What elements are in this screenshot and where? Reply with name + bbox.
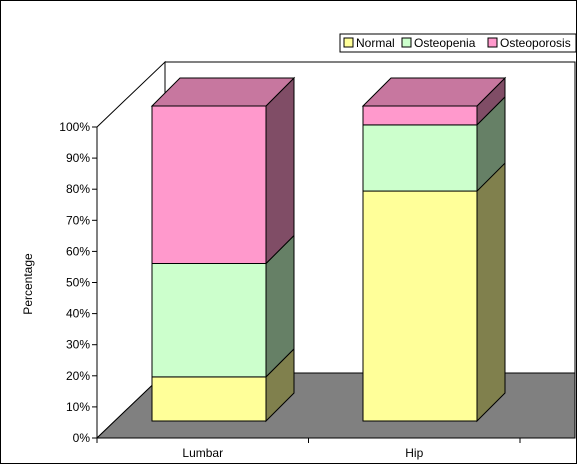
y-tick-label: 50%	[66, 276, 90, 290]
y-tick-label: 60%	[66, 244, 90, 258]
legend-label-normal: Normal	[356, 36, 395, 50]
bar-side-hip-normal	[476, 161, 506, 423]
y-tick-label: 100%	[59, 120, 90, 134]
x-tick-label: Hip	[405, 446, 423, 460]
bar-side-lumbar-osteoporosis	[265, 76, 295, 265]
y-tick-label: 40%	[66, 307, 90, 321]
x-axis: Lumbar Hip	[96, 437, 575, 460]
bar-lumbar-normal	[151, 376, 267, 422]
bar-hip-osteoporosis	[362, 105, 478, 126]
bar-lumbar-osteoporosis	[151, 105, 267, 264]
y-tick-label: 90%	[66, 151, 90, 165]
legend-swatch-osteoporosis	[487, 37, 498, 48]
bar-top-lumbar	[150, 77, 296, 107]
bar-top-hip	[361, 77, 507, 107]
bars	[150, 76, 507, 423]
legend-label-osteopenia: Osteopenia	[414, 36, 476, 50]
legend-swatch-normal	[343, 37, 354, 48]
legend-swatch-osteopenia	[401, 37, 412, 48]
bar-hip-osteopenia	[362, 124, 478, 192]
legend: Normal Osteopenia Osteoporosis	[339, 33, 577, 53]
y-axis: 0% 10% 20% 30% 40% 50% 60% 70% 80% 90% 100%	[59, 120, 98, 445]
legend-label-osteoporosis: Osteoporosis	[500, 36, 571, 50]
legend-box	[339, 33, 577, 53]
x-tick-label: Lumbar	[182, 446, 223, 460]
bar-hip-normal	[362, 190, 478, 422]
y-tick-label: 70%	[66, 213, 90, 227]
bar-lumbar-osteopenia	[151, 263, 267, 378]
y-tick-label: 10%	[66, 400, 90, 414]
y-tick-label: 80%	[66, 182, 90, 196]
y-axis-title: Percentage	[21, 253, 35, 315]
y-tick-label: 30%	[66, 338, 90, 352]
y-tick-label: 0%	[73, 431, 91, 445]
y-tick-label: 20%	[66, 369, 90, 383]
